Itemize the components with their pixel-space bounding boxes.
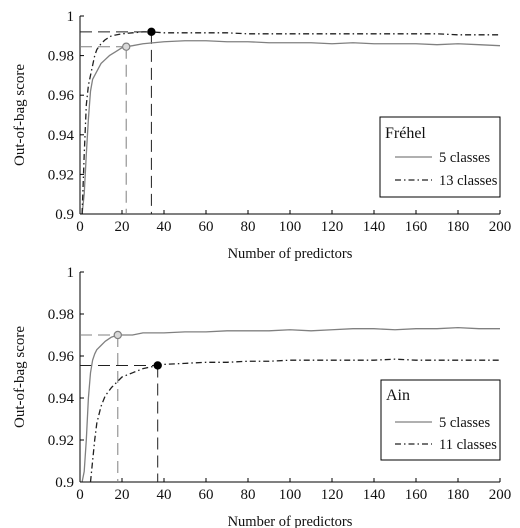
x-tick-label: 0 (76, 219, 84, 235)
x-tick-label: 60 (199, 219, 214, 235)
x-tick-label: 0 (76, 487, 84, 503)
x-tick-label: 80 (241, 219, 256, 235)
y-tick-label: 0.94 (48, 391, 75, 407)
optimum-guides (80, 31, 152, 214)
y-tick-label: 1 (67, 265, 75, 281)
chart-panel-frehel: 0 20 40 60 80 100 120 140 160 180 200 0.90.920.940… (12, 9, 511, 262)
optimum-markers (113, 330, 162, 370)
legend-label: 5 classes (439, 415, 490, 431)
y-ticks: 0.9 0.92 0.94 0.96 0.98 1 (48, 9, 84, 223)
legend-label: 13 classes (439, 173, 498, 189)
legend: Fréhel 5 classes 13 classes (379, 116, 501, 198)
legend-box (380, 379, 501, 461)
legend-title: Ain (386, 387, 410, 404)
series-line-1 (81, 40, 501, 215)
y-tick-label: 0.9 (55, 475, 74, 491)
series-line-2 (81, 31, 500, 215)
x-ticks: 0 20 40 60 80 100 120 140 160 180 200 (76, 210, 511, 235)
plot-area: 0 20 40 60 80 100 120 140 160 180 200 0.90.920.940… (48, 9, 512, 235)
y-axis-label: Out-of-bag score (12, 64, 28, 166)
y-tick-label: 0.9 (55, 207, 74, 223)
series-line-2 (89, 358, 500, 483)
x-axis-label: Number of predictors (228, 514, 353, 528)
x-tick-label: 80 (241, 487, 256, 503)
x-tick-label: 140 (363, 219, 386, 235)
chart-panel-ain: 0 20 40 60 80 100 120 140 160 180 200 0.90.920.940… (12, 265, 511, 528)
y-tick-label: 0.94 (48, 128, 75, 144)
optimum-marker (121, 42, 131, 51)
x-tick-label: 120 (321, 219, 344, 235)
y-tick-label: 0.98 (48, 307, 74, 323)
y-tick-label: 0.92 (48, 433, 74, 449)
x-tick-label: 60 (199, 487, 214, 503)
optimum-marker (147, 27, 156, 37)
series-lines (81, 326, 500, 483)
x-tick-label: 40 (157, 487, 172, 503)
series-line-1 (81, 326, 500, 483)
x-tick-label: 40 (157, 219, 172, 235)
x-tick-label: 200 (489, 219, 512, 235)
legend: Ain 5 classes 11 classes (380, 379, 501, 461)
x-tick-label: 20 (115, 487, 130, 503)
optimum-markers (121, 27, 156, 51)
y-tick-label: 0.96 (48, 349, 75, 365)
x-tick-label: 160 (405, 219, 428, 235)
x-tick-label: 140 (363, 487, 386, 503)
plot-area: 0 20 40 60 80 100 120 140 160 180 200 0.90.920.940… (48, 265, 512, 503)
x-tick-label: 100 (279, 219, 302, 235)
legend-label: 5 classes (439, 150, 490, 166)
x-tick-label: 180 (447, 219, 470, 235)
y-tick-label: 0.98 (48, 49, 74, 65)
y-tick-label: 0.92 (48, 167, 74, 183)
y-tick-label: 0.96 (48, 88, 75, 104)
legend-title: Fréhel (385, 125, 426, 142)
x-tick-label: 100 (279, 487, 302, 503)
y-ticks: 0.9 0.92 0.94 0.96 0.98 1 (48, 265, 84, 491)
x-ticks: 0 20 40 60 80 100 120 140 160 180 200 (76, 478, 511, 503)
series-lines (81, 31, 501, 215)
x-axis-label: Number of predictors (228, 246, 353, 262)
legend-label: 11 classes (439, 437, 497, 453)
optimum-guides (80, 334, 159, 482)
x-tick-label: 160 (405, 487, 428, 503)
x-tick-label: 20 (115, 219, 130, 235)
x-tick-label: 120 (321, 487, 344, 503)
x-tick-label: 180 (447, 487, 470, 503)
x-tick-label: 200 (489, 487, 512, 503)
y-axis-label: Out-of-bag score (12, 326, 28, 428)
y-tick-label: 1 (67, 9, 75, 25)
optimum-marker (153, 361, 162, 370)
optimum-marker (113, 330, 123, 340)
